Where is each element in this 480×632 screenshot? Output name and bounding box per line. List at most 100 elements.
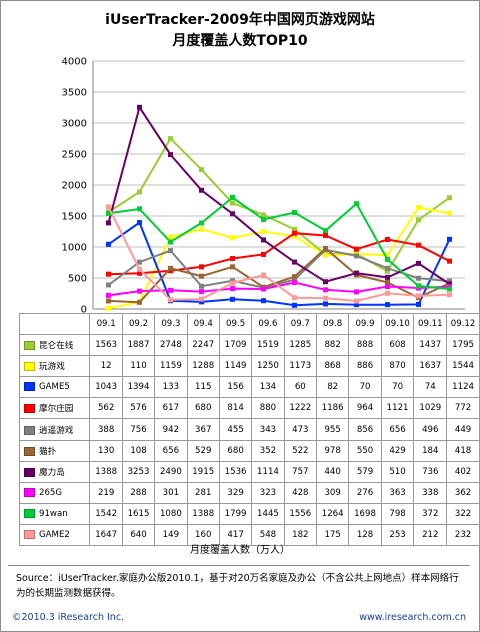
x-tick-label: 09.12 xyxy=(446,312,480,336)
data-label: 1250 xyxy=(251,355,285,378)
data-point xyxy=(385,236,390,242)
x-tick-label: 09.11 xyxy=(413,312,448,336)
data-point xyxy=(199,264,204,270)
data-point xyxy=(106,241,111,247)
legend-entry: 逍遥游戏 xyxy=(18,418,91,441)
data-point xyxy=(168,297,173,303)
data-point xyxy=(168,136,173,142)
data-label: 149 xyxy=(154,523,188,547)
data-label: 323 xyxy=(251,481,285,504)
data-point xyxy=(416,217,421,223)
data-label: 1285 xyxy=(283,334,318,357)
data-point xyxy=(292,277,297,283)
table-row: 玩游戏 12 110 1159 1288 1149 1250 1173 868 886 870 163… xyxy=(18,355,480,378)
data-label: 156 xyxy=(218,376,253,399)
data-point xyxy=(354,302,359,308)
data-label: 1542 xyxy=(89,502,123,525)
data-label: 1029 xyxy=(413,397,448,420)
data-label: 814 xyxy=(218,397,253,420)
data-point xyxy=(354,289,359,295)
data-label: 455 xyxy=(218,418,253,441)
data-label: 1080 xyxy=(154,502,188,525)
series-line-4 xyxy=(107,248,450,289)
x-tick-label: 09.4 xyxy=(186,312,220,336)
data-label: 736 xyxy=(413,460,448,483)
legend-swatch xyxy=(24,467,35,477)
data-label: 329 xyxy=(218,481,253,504)
data-point xyxy=(137,220,142,226)
data-label: 617 xyxy=(154,397,188,420)
source-note: Source：iUserTracker.家庭办公版2010.1，基于对20万名家… xyxy=(16,573,459,599)
data-point xyxy=(416,242,421,248)
table-row: 魔力岛 1388 3253 2490 1915 1536 1114 757 440 579 510 7… xyxy=(18,460,480,483)
legend-label: GAME2 xyxy=(39,529,70,540)
legend-label: 逍遥游戏 xyxy=(39,425,74,436)
data-label: 440 xyxy=(315,460,350,483)
legend-swatch xyxy=(24,425,35,435)
data-label: 428 xyxy=(283,481,318,504)
data-point xyxy=(385,257,390,263)
legend-entry: 魔力岛 xyxy=(18,460,91,483)
data-label: 1915 xyxy=(186,460,220,483)
x-tick-label: 09.5 xyxy=(218,312,253,336)
data-point xyxy=(230,280,235,286)
data-label: 418 xyxy=(446,439,480,462)
data-label: 74 xyxy=(413,376,448,399)
legend-swatch xyxy=(24,446,35,456)
data-label: 888 xyxy=(348,334,382,357)
legend-entry: 265G xyxy=(18,481,91,504)
x-tick-label: 09.2 xyxy=(121,312,156,336)
data-point xyxy=(199,167,204,173)
chart-title-line1: iUserTracker-2009年中国网页游戏网站 xyxy=(105,12,375,28)
data-label: 2490 xyxy=(154,460,188,483)
data-label: 133 xyxy=(154,376,188,399)
data-point xyxy=(416,301,421,307)
data-label: 529 xyxy=(186,439,220,462)
data-label: 115 xyxy=(186,376,220,399)
data-point xyxy=(168,239,173,245)
data-label: 372 xyxy=(413,502,448,525)
footer-website: www.iresearch.com.cn xyxy=(359,612,466,623)
data-point xyxy=(261,216,266,222)
data-label: 110 xyxy=(121,355,156,378)
data-label: 1394 xyxy=(121,376,156,399)
data-point xyxy=(230,194,235,200)
data-label: 1615 xyxy=(121,502,156,525)
data-label: 301 xyxy=(154,481,188,504)
series-line-8 xyxy=(108,196,450,290)
data-label: 1264 xyxy=(315,502,350,525)
data-label: 1799 xyxy=(218,502,253,525)
data-point xyxy=(199,289,204,295)
data-point xyxy=(168,234,173,240)
data-label: 1536 xyxy=(218,460,253,483)
y-tick-label: 500 xyxy=(68,274,87,285)
legend-entry: 猫扑 xyxy=(18,439,91,462)
table-header-row: 09.1 09.2 09.3 09.4 09.5 09.6 09.7 09.8 09.9 09.1… xyxy=(18,312,480,336)
data-label: 608 xyxy=(380,334,415,357)
data-label: 1114 xyxy=(251,460,285,483)
data-point xyxy=(354,298,359,304)
data-label: 1795 xyxy=(446,334,480,357)
data-point xyxy=(199,187,204,193)
data-label: 1388 xyxy=(89,460,123,483)
data-point xyxy=(447,236,452,242)
data-point xyxy=(447,210,452,216)
data-point xyxy=(137,206,142,212)
x-tick-label: 09.3 xyxy=(154,312,188,336)
data-label: 562 xyxy=(89,397,123,420)
series-line-6 xyxy=(107,104,451,285)
data-point xyxy=(106,298,111,304)
line-chart: 0 500 1000 1500 2000 2500 3000 3500 4000 xyxy=(62,57,465,316)
legend-swatch xyxy=(24,487,35,497)
data-label: 449 xyxy=(446,418,480,441)
data-label: 1445 xyxy=(251,502,285,525)
data-point xyxy=(292,226,297,232)
data-point xyxy=(385,302,390,308)
data-label: 338 xyxy=(413,481,448,504)
data-label: 1887 xyxy=(121,334,156,357)
table-row: GAME5 1043 1394 133 115 156 134 60 82 70 70 74 1124 xyxy=(18,376,480,399)
series-line-2 xyxy=(107,221,451,307)
data-point xyxy=(385,252,390,258)
table-row: GAME2 1647 640 149 160 417 548 182 175 128 253 212 2… xyxy=(18,523,480,547)
data-point xyxy=(354,253,359,259)
